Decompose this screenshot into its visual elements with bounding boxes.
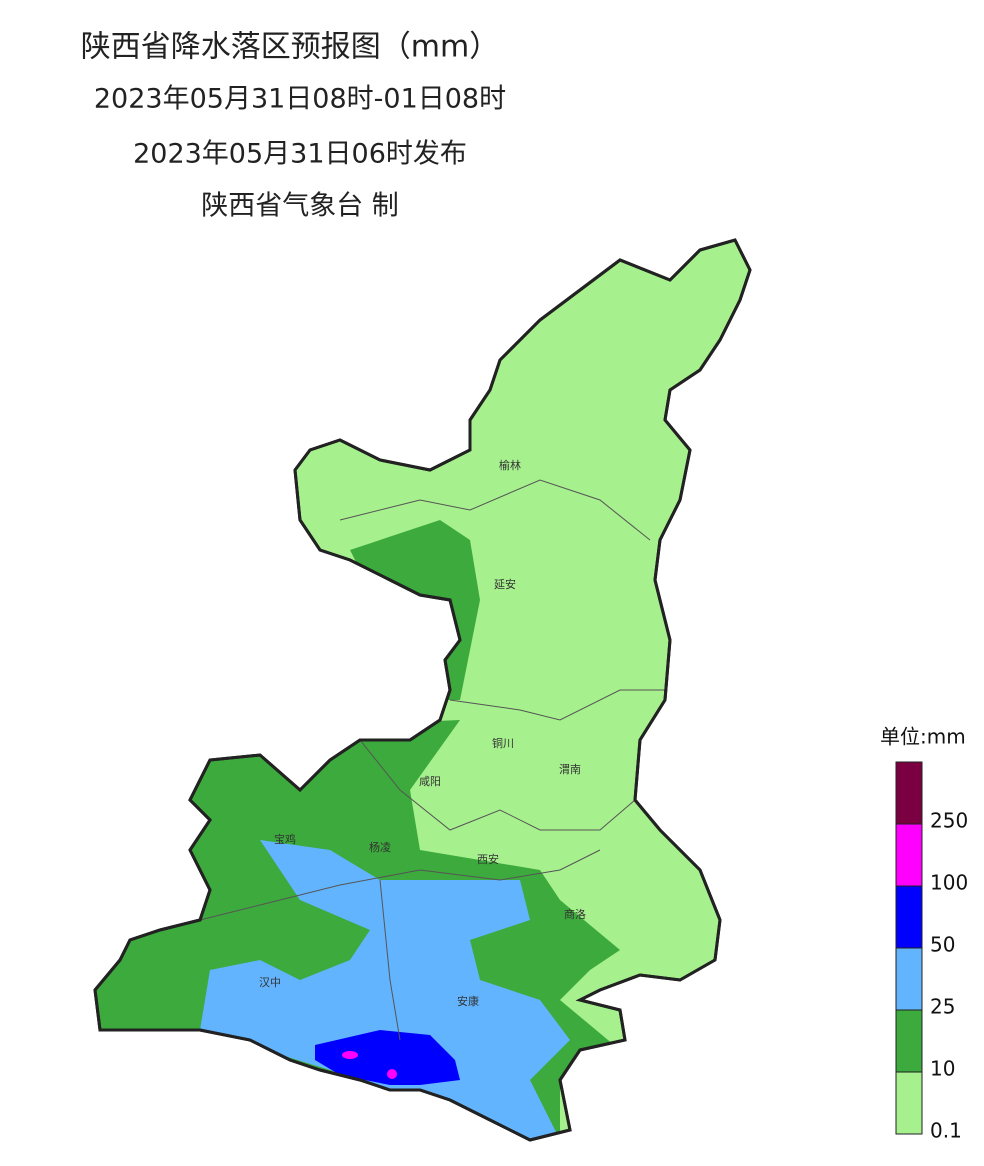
city-label: 渭南: [559, 763, 581, 776]
area-green: [350, 520, 480, 700]
legend: 250 100 50 25 10 0.1: [895, 761, 968, 1143]
forecast-period: 2023年05月31日08时-01日08时: [94, 84, 506, 115]
city-label: 延安: [494, 577, 516, 591]
area-magenta: [342, 1051, 358, 1059]
legend-unit: 单位:mm: [880, 725, 966, 749]
city-label: 咸阳: [419, 775, 441, 788]
rain-areas: [95, 240, 750, 1140]
legend-swatch: [895, 823, 923, 887]
city-label: 宝鸡: [274, 832, 296, 846]
city-label: 杨凌: [369, 840, 391, 854]
legend-swatch: [895, 947, 923, 1011]
issuer: 陕西省气象台 制: [201, 191, 399, 222]
legend-label: 250: [930, 809, 968, 833]
legend-label: 50: [930, 933, 955, 957]
city-label: 榆林: [499, 458, 521, 472]
legend-swatch: [895, 1009, 923, 1073]
legend-label: 10: [930, 1057, 955, 1081]
city-label: 铜川: [492, 736, 514, 750]
city-label: 商洛: [564, 907, 586, 921]
legend-swatch: [895, 761, 923, 825]
legend-label: 0.1: [930, 1119, 962, 1143]
city-label: 安康: [457, 994, 479, 1008]
legend-label: 25: [930, 995, 955, 1019]
issue-time: 2023年05月31日06时发布: [133, 139, 467, 170]
area-blue: [200, 840, 570, 1140]
city-label: 西安: [477, 852, 499, 866]
legend-label: 100: [930, 871, 968, 895]
city-borders: [199, 479, 665, 1041]
area-darkblue: [315, 1030, 460, 1085]
province-outline: [93, 238, 752, 1142]
map-title: 陕西省降水落区预报图（mm）: [81, 30, 499, 65]
area-magenta: [387, 1069, 397, 1079]
legend-swatch: [895, 885, 923, 949]
city-label: 汉中: [259, 976, 281, 989]
legend-swatch: [895, 1071, 923, 1135]
